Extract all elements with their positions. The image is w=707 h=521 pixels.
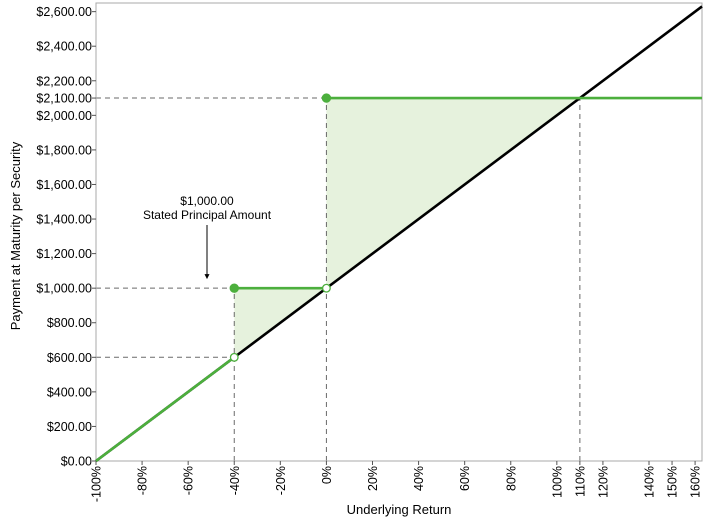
x-tick-label: 80% xyxy=(504,466,518,491)
open-marker-1 xyxy=(229,352,239,362)
x-tick-label: 100% xyxy=(550,466,564,498)
y-tick-label: $0.00 xyxy=(61,455,92,469)
y-tick-label: $1,600.00 xyxy=(36,178,92,192)
annotation-value: $1,000.00 xyxy=(180,194,234,208)
x-tick-label: 160% xyxy=(689,466,703,498)
y-tick-label: $2,400.00 xyxy=(36,40,92,54)
x-tick-label: -80% xyxy=(136,466,150,495)
y-tick-label: $2,100.00 xyxy=(36,92,92,106)
series-layer xyxy=(95,5,703,463)
x-tick-label: -20% xyxy=(274,466,288,495)
marker-layer xyxy=(229,93,332,362)
x-tick-label: -60% xyxy=(182,466,196,495)
filled-marker-2 xyxy=(321,93,332,103)
y-tick-label: $1,000.00 xyxy=(36,282,92,296)
y-tick-label: $2,600.00 xyxy=(36,5,92,19)
x-tick-label: 0% xyxy=(320,466,334,484)
x-tick-label: 60% xyxy=(458,466,472,491)
tick-label-layer: $0.00 $200.00 $400.00 $600.00 $800.00 $1,000.… xyxy=(36,5,702,502)
y-tick-label: $400.00 xyxy=(47,385,92,399)
shaded-region-1 xyxy=(234,288,327,358)
y-tick-label: $600.00 xyxy=(47,351,92,365)
axes-layer xyxy=(92,2,703,465)
x-tick-label: 150% xyxy=(666,466,680,498)
plot-frame xyxy=(95,2,703,462)
annotation-arrow-head xyxy=(204,274,210,280)
y-tick-label: $1,200.00 xyxy=(36,247,92,261)
y-tick-label: $200.00 xyxy=(47,420,92,434)
annotation-arrow xyxy=(204,225,210,280)
y-tick-label: $1,400.00 xyxy=(36,213,92,227)
y-axis-title: Payment at Maturity per Security xyxy=(8,141,23,330)
filled-marker-1 xyxy=(229,283,239,293)
x-tick-label: -40% xyxy=(228,466,242,495)
y-tick-label: $2,200.00 xyxy=(36,74,92,88)
y-tick-label: $800.00 xyxy=(47,316,92,330)
x-tick-label: 110% xyxy=(573,466,587,497)
annotation-label: Stated Principal Amount xyxy=(143,208,272,222)
reference-lines-layer xyxy=(96,97,581,461)
x-tick-label: 40% xyxy=(412,466,426,491)
x-tick-label: 120% xyxy=(596,466,610,498)
x-tick-label: -100% xyxy=(90,466,104,502)
x-tick-label: 140% xyxy=(643,466,657,498)
open-marker-2 xyxy=(321,283,331,293)
x-axis-title: Underlying Return xyxy=(347,502,452,517)
x-tick-label: 20% xyxy=(366,466,380,491)
y-tick-label: $1,800.00 xyxy=(36,143,92,157)
payoff-segment-1 xyxy=(95,356,236,463)
y-tick-label: $2,000.00 xyxy=(36,109,92,123)
